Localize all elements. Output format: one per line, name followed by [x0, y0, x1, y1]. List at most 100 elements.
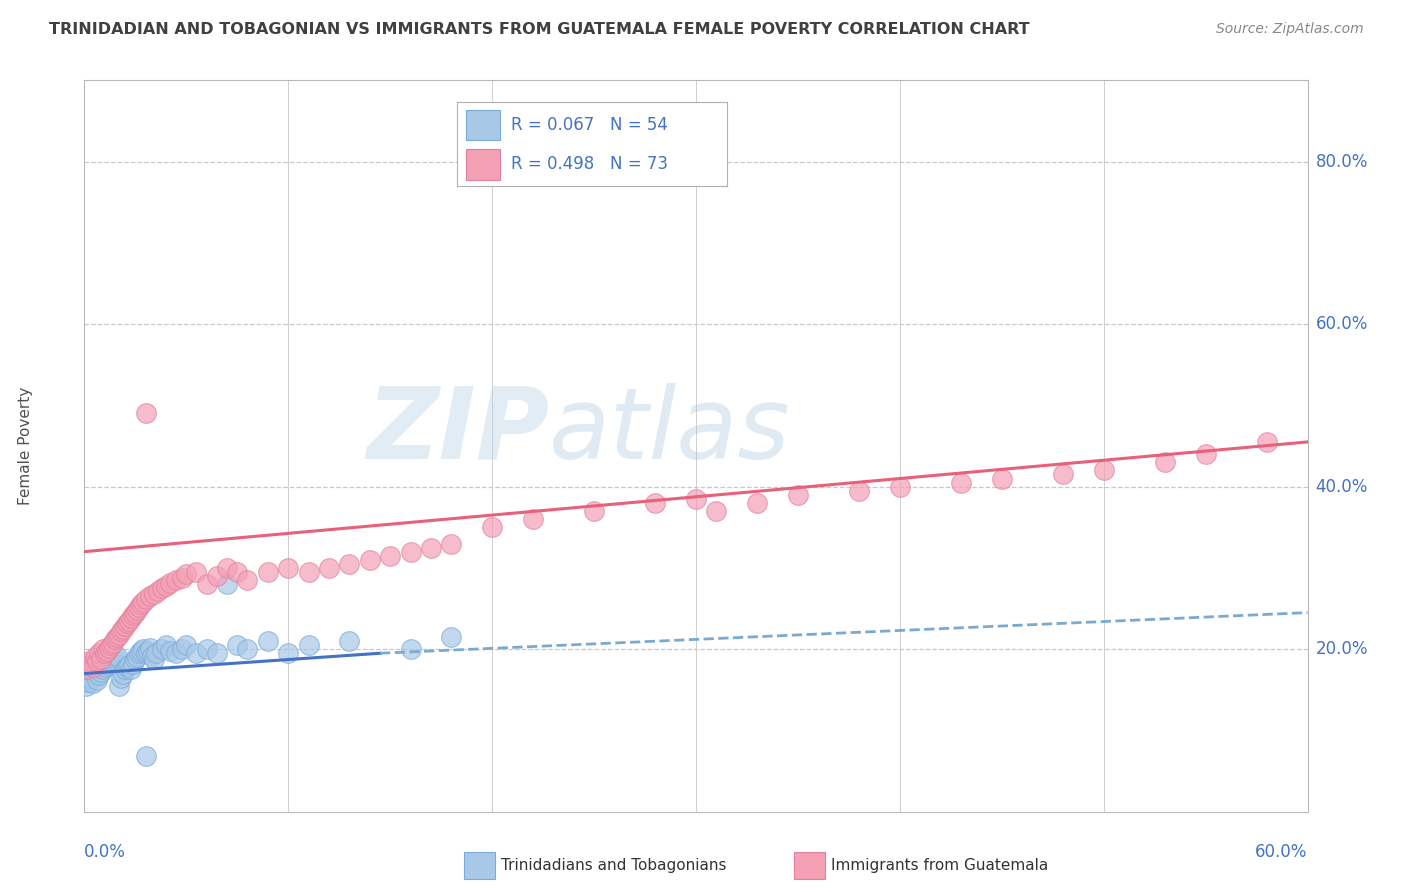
- Point: [115, 616, 138, 631]
- Point: [79, 654, 101, 668]
- Text: R = 0.498   N = 73: R = 0.498 N = 73: [512, 155, 668, 173]
- Point: [186, 565, 208, 579]
- Point: [142, 652, 165, 666]
- Point: [159, 644, 181, 658]
- Point: [135, 749, 157, 764]
- Point: [704, 504, 728, 518]
- Point: [91, 663, 114, 677]
- Text: TRINIDADIAN AND TOBAGONIAN VS IMMIGRANTS FROM GUATEMALA FEMALE POVERTY CORRELATI: TRINIDADIAN AND TOBAGONIAN VS IMMIGRANTS…: [49, 22, 1029, 37]
- Point: [122, 657, 145, 671]
- Point: [150, 581, 173, 595]
- Point: [128, 646, 150, 660]
- Point: [97, 640, 120, 655]
- Point: [100, 638, 122, 652]
- Point: [112, 622, 135, 636]
- Point: [380, 549, 402, 563]
- Point: [186, 646, 208, 660]
- Point: [339, 634, 360, 648]
- Point: [339, 557, 360, 571]
- Point: [132, 642, 155, 657]
- Text: 40.0%: 40.0%: [1316, 477, 1368, 496]
- Point: [150, 642, 173, 657]
- Text: 60.0%: 60.0%: [1256, 843, 1308, 861]
- Point: [217, 577, 239, 591]
- Text: Trinidadians and Tobagonians: Trinidadians and Tobagonians: [501, 858, 725, 872]
- Text: 80.0%: 80.0%: [1316, 153, 1368, 170]
- Point: [105, 630, 128, 644]
- Point: [101, 652, 124, 666]
- Point: [145, 646, 167, 660]
- Point: [115, 660, 138, 674]
- Point: [159, 575, 181, 590]
- Point: [136, 644, 159, 658]
- Point: [122, 608, 145, 623]
- Point: [399, 544, 422, 558]
- Point: [128, 599, 150, 614]
- Text: Source: ZipAtlas.com: Source: ZipAtlas.com: [1216, 22, 1364, 37]
- Point: [131, 598, 153, 612]
- Point: [108, 627, 131, 641]
- Point: [174, 567, 197, 582]
- Point: [685, 491, 707, 506]
- Point: [120, 611, 142, 625]
- Point: [105, 648, 128, 663]
- Point: [118, 614, 141, 628]
- Point: [142, 587, 165, 601]
- Point: [1256, 434, 1278, 449]
- Point: [124, 606, 146, 620]
- Point: [420, 541, 443, 555]
- Point: [257, 565, 280, 579]
- Point: [440, 630, 463, 644]
- Text: 60.0%: 60.0%: [1316, 315, 1368, 333]
- Point: [83, 666, 105, 681]
- Point: [75, 663, 97, 677]
- Point: [1195, 447, 1218, 461]
- Point: [146, 583, 169, 598]
- Point: [86, 673, 108, 687]
- Point: [359, 553, 381, 567]
- Text: atlas: atlas: [550, 383, 790, 480]
- Point: [277, 646, 299, 660]
- Point: [135, 646, 157, 660]
- Point: [127, 650, 149, 665]
- Point: [104, 650, 127, 665]
- Point: [205, 646, 228, 660]
- Point: [90, 665, 112, 679]
- Point: [644, 496, 666, 510]
- Point: [165, 573, 187, 587]
- Point: [165, 646, 187, 660]
- Point: [257, 634, 280, 648]
- Point: [236, 573, 259, 587]
- Point: [100, 654, 122, 668]
- Point: [950, 475, 973, 490]
- Point: [298, 565, 321, 579]
- Point: [110, 624, 132, 639]
- Point: [155, 638, 177, 652]
- Point: [236, 642, 259, 657]
- Point: [96, 644, 118, 658]
- Point: [114, 619, 136, 633]
- Point: [217, 561, 239, 575]
- Point: [108, 679, 131, 693]
- Point: [82, 676, 104, 690]
- Point: [90, 652, 112, 666]
- Point: [1092, 463, 1115, 477]
- Point: [112, 666, 135, 681]
- Point: [141, 648, 163, 663]
- Point: [104, 632, 127, 647]
- Point: [399, 642, 422, 657]
- Point: [195, 642, 218, 657]
- Text: Immigrants from Guatemala: Immigrants from Guatemala: [831, 858, 1049, 872]
- Point: [172, 642, 194, 657]
- Point: [97, 656, 120, 670]
- Point: [138, 640, 160, 655]
- Point: [205, 569, 228, 583]
- Point: [522, 512, 544, 526]
- Point: [277, 561, 299, 575]
- Point: [93, 646, 115, 660]
- Point: [79, 671, 101, 685]
- Point: [82, 660, 104, 674]
- Point: [747, 496, 769, 510]
- Point: [83, 650, 105, 665]
- Point: [132, 595, 155, 609]
